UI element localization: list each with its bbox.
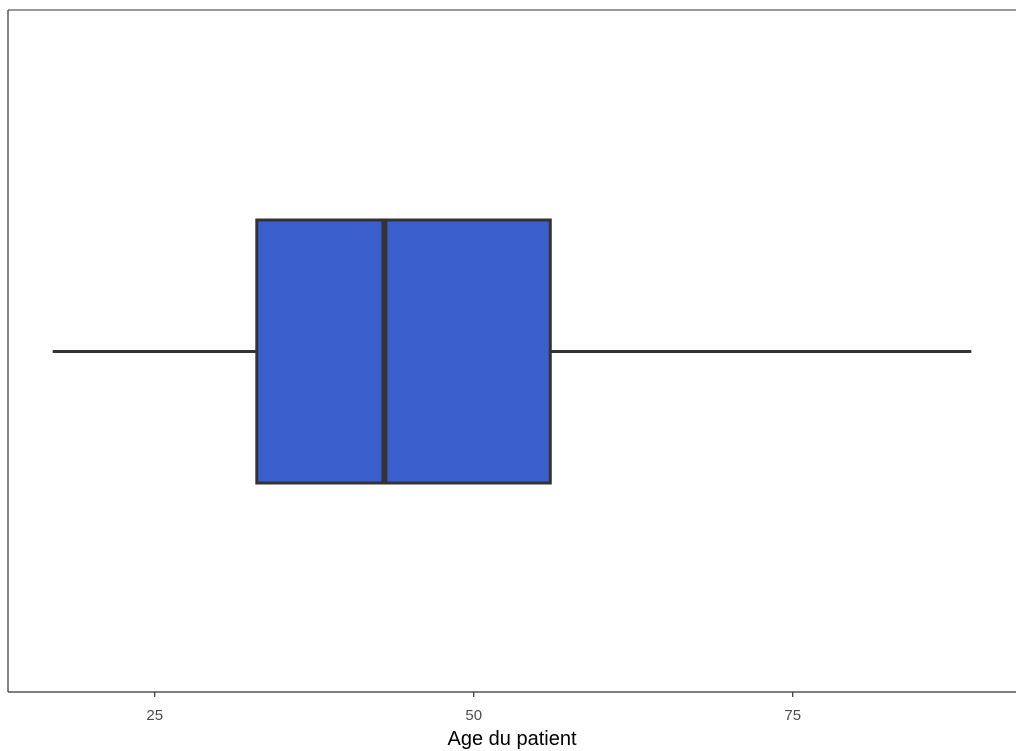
x-tick-label-75: 75 bbox=[784, 707, 801, 724]
x-tick-label-50: 50 bbox=[465, 707, 482, 724]
x-tick-label-25: 25 bbox=[146, 707, 163, 724]
x-axis-title: Age du patient bbox=[448, 728, 577, 750]
plot-area bbox=[52, 218, 972, 485]
iqr-box bbox=[255, 218, 552, 485]
x-axis: 25 50 75 bbox=[7, 9, 1016, 724]
